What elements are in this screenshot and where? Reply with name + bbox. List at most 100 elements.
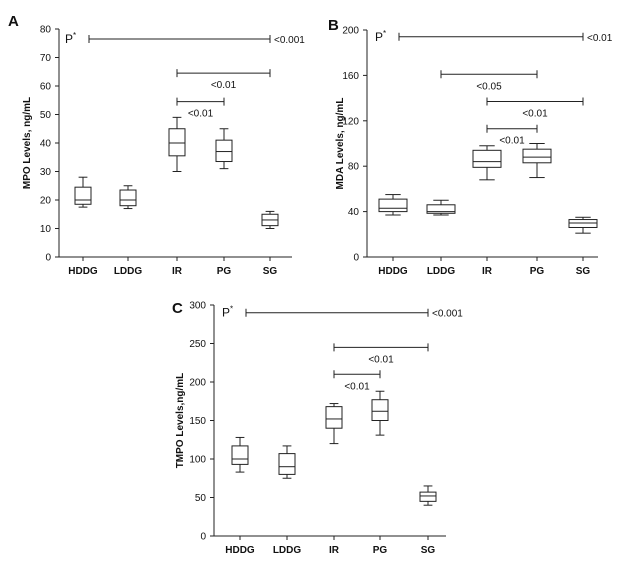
pairwise-significance-bracket: <0.01: [333, 370, 381, 392]
y-tick-label: 0: [45, 253, 51, 264]
y-tick-label: 10: [40, 224, 52, 235]
panel-label: C: [172, 300, 183, 317]
y-tick-label: 150: [189, 416, 206, 427]
boxplot-pg: [215, 128, 233, 170]
x-tick-label-pg: PG: [373, 545, 388, 556]
y-axis-label: MDA Levels, ng/mL: [335, 98, 346, 190]
boxplot-sg: [419, 485, 437, 506]
boxplot-hddg: [231, 436, 249, 473]
iqr-box: [419, 491, 437, 502]
y-tick-label: 60: [40, 82, 52, 93]
significance-value: <0.01: [188, 109, 214, 120]
overall-p-letter: P: [65, 32, 73, 46]
x-tick-label-lddg: LDDG: [114, 266, 143, 277]
panel-label: A: [8, 13, 19, 30]
y-axis-label: MPO Levels, ng/mL: [22, 97, 33, 189]
y-tick-label: 50: [40, 110, 52, 121]
x-tick-label-hddg: HDDG: [378, 266, 408, 277]
iqr-box: [378, 198, 408, 213]
iqr-box: [472, 149, 502, 168]
overall-significance-bracket: P* <0.001: [65, 31, 305, 46]
panel-c-tmpo: C TMPO Levels,ng/mL 0 50 100 150 200 250 300 HDDG…: [172, 300, 463, 556]
overall-p-letter: P: [222, 306, 230, 320]
pairwise-significance-bracket: <0.01: [486, 97, 584, 120]
panel-a-mpo: A MPO Levels, ng/mL 0 10 20 30 40 50 60 70 80 HDDG L…: [8, 13, 305, 277]
boxplot-pg: [371, 390, 389, 436]
y-tick-label: 20: [40, 196, 52, 207]
y-tick-label: 250: [189, 339, 206, 350]
panel-b-mda: B MDA Levels, ng/mL 0 40 80 120 160 200 HDDG LDDG…: [328, 17, 613, 277]
x-tick-label-sg: SG: [421, 545, 436, 556]
x-tick-label-lddg: LDDG: [427, 266, 456, 277]
overall-p-asterisk: *: [73, 31, 76, 40]
panel-label: B: [328, 17, 339, 34]
boxplot-lddg: [278, 445, 296, 479]
boxplot-hddg: [378, 194, 408, 216]
y-tick-label: 30: [40, 167, 52, 178]
iqr-box: [426, 204, 456, 214]
overall-p-label: P*: [375, 29, 386, 44]
boxplot-sg: [261, 210, 279, 229]
pairwise-significance-bracket: <0.01: [486, 124, 538, 147]
y-tick-label: 0: [353, 253, 359, 264]
x-tick-label-sg: SG: [263, 266, 278, 277]
boxplot-ir: [325, 403, 343, 445]
y-tick-label: 160: [342, 71, 359, 82]
y-tick-label: 80: [40, 25, 52, 36]
significance-value: <0.01: [587, 33, 613, 44]
iqr-box: [168, 128, 186, 157]
iqr-box: [231, 445, 249, 465]
x-tick-label-ir: IR: [329, 545, 340, 556]
y-tick-label: 200: [342, 26, 359, 37]
iqr-box: [119, 189, 137, 207]
pairwise-significance-bracket: <0.05: [440, 70, 538, 92]
iqr-box: [278, 453, 296, 475]
boxplot-pg: [522, 143, 552, 179]
significance-value: <0.05: [476, 81, 502, 92]
iqr-box: [325, 406, 343, 429]
x-tick-label-ir: IR: [172, 266, 183, 277]
y-tick-label: 120: [342, 116, 359, 127]
iqr-box: [371, 399, 389, 421]
x-tick-label-hddg: HDDG: [68, 266, 98, 277]
boxplot-lddg: [426, 199, 456, 216]
boxplot-ir: [472, 145, 502, 181]
boxplot-hddg: [74, 176, 92, 208]
x-tick-label-lddg: LDDG: [273, 545, 302, 556]
significance-value: <0.01: [211, 80, 237, 91]
iqr-box: [568, 219, 598, 228]
y-axis-label: TMPO Levels,ng/mL: [175, 373, 186, 469]
y-tick-label: 200: [189, 378, 206, 389]
overall-p-asterisk: *: [230, 305, 233, 314]
overall-p-label: P*: [222, 305, 233, 320]
y-tick-label: 70: [40, 53, 52, 64]
significance-value: <0.001: [274, 35, 305, 46]
overall-significance-bracket: P* <0.001: [222, 305, 463, 320]
y-tick-label: 40: [348, 207, 360, 218]
y-tick-label: 0: [200, 532, 206, 543]
overall-p-label: P*: [65, 31, 76, 46]
pairwise-significance-bracket: <0.01: [176, 97, 225, 120]
boxplot-sg: [568, 216, 598, 234]
boxplot-ir: [168, 116, 186, 172]
overall-significance-bracket: P* <0.01: [375, 29, 613, 44]
iqr-box: [74, 186, 92, 205]
significance-value: <0.01: [344, 381, 370, 392]
y-tick-label: 40: [40, 139, 52, 150]
y-tick-label: 300: [189, 301, 206, 312]
iqr-box: [215, 139, 233, 163]
y-tick-label: 50: [195, 493, 207, 504]
pairwise-significance-bracket: <0.01: [333, 343, 429, 365]
boxplot-lddg: [119, 185, 137, 210]
iqr-box: [522, 148, 552, 164]
x-tick-label-pg: PG: [530, 266, 545, 277]
x-tick-label-pg: PG: [217, 266, 232, 277]
overall-p-letter: P: [375, 30, 383, 44]
significance-value: <0.01: [522, 109, 548, 120]
y-tick-label: 100: [189, 455, 206, 466]
y-tick-label: 80: [348, 162, 360, 173]
x-tick-label-sg: SG: [576, 266, 591, 277]
significance-value: <0.001: [432, 309, 463, 320]
significance-value: <0.01: [499, 136, 525, 147]
